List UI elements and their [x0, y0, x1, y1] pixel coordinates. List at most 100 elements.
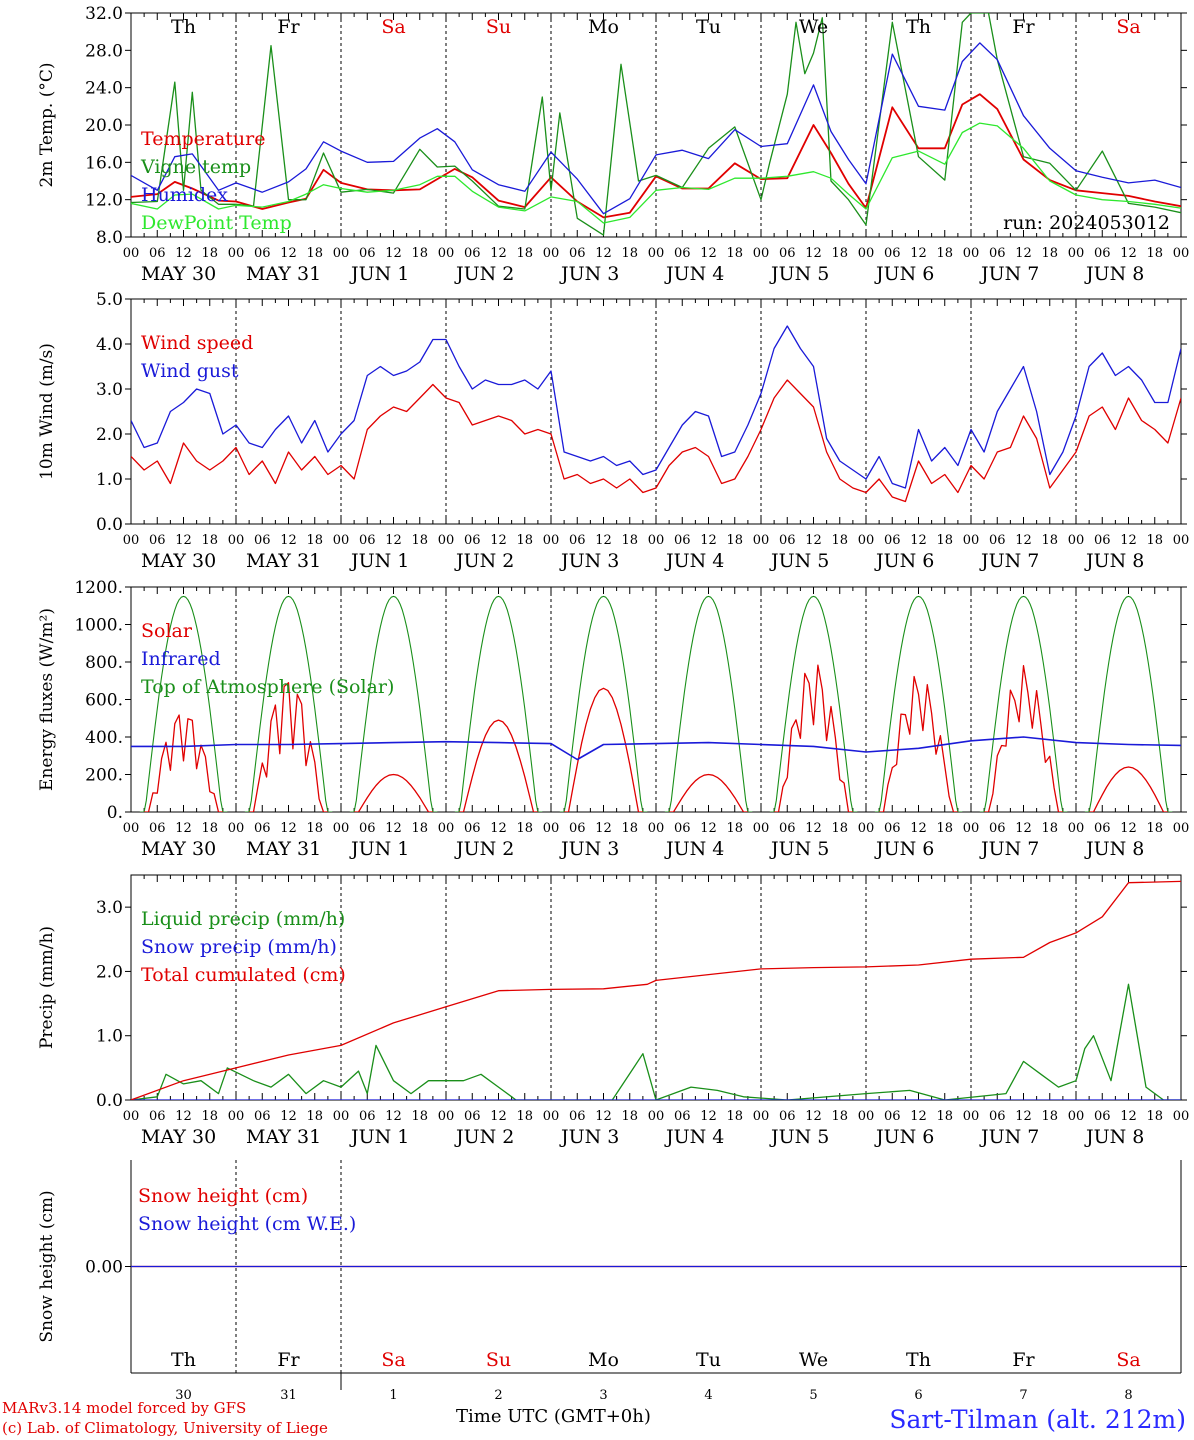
y-tick-label: 3.0: [96, 380, 123, 400]
hour-label: 00: [963, 533, 980, 548]
hour-label: 12: [280, 821, 297, 836]
legend-entry: Temperature: [141, 128, 265, 150]
y-tick-label: 8.0: [96, 228, 123, 248]
hour-label: 18: [201, 821, 218, 836]
day-number: 5: [809, 1388, 817, 1403]
weekday-label: Tu: [696, 16, 721, 38]
run-label: run: 2024053012: [1003, 212, 1170, 234]
hour-label: 06: [464, 821, 481, 836]
hour-label: 12: [1015, 533, 1032, 548]
weekday-label: Fr: [1012, 16, 1035, 38]
hour-label: 00: [753, 246, 770, 261]
date-label: JUN 7: [979, 263, 1039, 285]
hour-label: 18: [1041, 533, 1058, 548]
weekday-label: We: [799, 16, 828, 38]
hour-label: 00: [333, 246, 350, 261]
legend-entry: DewPoint Temp: [141, 212, 292, 234]
hour-label: 06: [884, 246, 901, 261]
hour-label: 12: [280, 533, 297, 548]
hour-label: 00: [858, 1109, 875, 1124]
hour-label: 00: [228, 1109, 245, 1124]
date-label: JUN 6: [874, 1126, 934, 1148]
hour-label: 12: [175, 533, 192, 548]
hour-label: 18: [516, 821, 533, 836]
hour-label: 06: [254, 533, 271, 548]
y-tick-label: 1.0: [96, 1027, 123, 1047]
hour-label: 00: [123, 821, 140, 836]
y-tick-label: 24.0: [85, 79, 123, 99]
hour-label: 06: [884, 533, 901, 548]
series-layer: [131, 595, 1181, 812]
date-label: JUN 4: [664, 550, 724, 572]
hour-label: 12: [385, 1109, 402, 1124]
y-tick-label: 400.: [85, 728, 123, 748]
hour-label: 06: [254, 1109, 271, 1124]
hour-label: 00: [858, 533, 875, 548]
hour-label: 18: [831, 1109, 848, 1124]
hour-label: 00: [543, 1109, 560, 1124]
hour-label: 00: [333, 821, 350, 836]
series-toa-solar: [559, 595, 648, 812]
series-layer: [131, 13, 1181, 236]
weekday-label: Sa: [381, 16, 405, 38]
date-label: JUN 6: [874, 550, 934, 572]
hour-label: 12: [490, 533, 507, 548]
hour-label: 12: [385, 821, 402, 836]
hour-label: 12: [595, 821, 612, 836]
hour-label: 12: [490, 246, 507, 261]
hour-label: 12: [175, 1109, 192, 1124]
hour-label: 06: [1094, 1109, 1111, 1124]
series-toa-solar: [454, 595, 543, 812]
legend-entry: Liquid precip (mm/h): [141, 908, 345, 930]
hour-label: 06: [989, 246, 1006, 261]
hour-label: 12: [1120, 821, 1137, 836]
series-toa-solar: [139, 595, 228, 812]
y-tick-label: 0.: [107, 803, 123, 823]
y-tick-label: 0.00: [85, 1258, 123, 1278]
hour-label: 12: [805, 246, 822, 261]
y-tick-label: 20.0: [85, 116, 123, 136]
series-solar: [459, 719, 538, 812]
y-tick-label: 2.0: [96, 425, 123, 445]
date-label: JUN 3: [559, 1126, 619, 1148]
hour-label: 00: [753, 821, 770, 836]
series-solar: [564, 687, 643, 812]
hour-label: 00: [648, 1109, 665, 1124]
hour-label: 12: [175, 821, 192, 836]
date-label: JUN 5: [769, 263, 829, 285]
hour-label: 06: [989, 1109, 1006, 1124]
date-label: MAY 31: [246, 550, 321, 572]
day-number: 31: [280, 1388, 297, 1403]
series-layer: [131, 325, 1181, 503]
weekday-label: Th: [171, 16, 196, 38]
legend-entry: Snow height (cm): [138, 1185, 308, 1207]
date-label: MAY 31: [246, 1126, 321, 1148]
day-number: 3: [599, 1388, 607, 1403]
series-solar: [354, 773, 433, 812]
hour-label: 00: [963, 1109, 980, 1124]
hour-label: 06: [359, 1109, 376, 1124]
hour-label: 18: [621, 1109, 638, 1124]
hour-label: 06: [1094, 533, 1111, 548]
series-solar: [249, 682, 328, 812]
hour-label: 12: [910, 246, 927, 261]
legend-entry: Wind speed: [141, 332, 253, 354]
date-label: JUN 8: [1084, 838, 1144, 860]
day-number: 7: [1019, 1388, 1027, 1403]
y-tick-label: 32.0: [85, 4, 123, 24]
weekday-label: Su: [486, 1349, 511, 1371]
hour-label: 12: [910, 1109, 927, 1124]
date-label: MAY 30: [141, 550, 216, 572]
hour-label: 12: [595, 1109, 612, 1124]
hour-label: 18: [1041, 821, 1058, 836]
y-axis-title: Energy fluxes (W/m²): [37, 608, 57, 791]
panel-snow: 0.00 Snow height (cm) Snow height (cm) Snow…: [37, 1160, 1187, 1403]
y-axis-title: 10m Wind (m/s): [37, 343, 57, 480]
hour-label: 00: [963, 246, 980, 261]
hour-label: 18: [621, 533, 638, 548]
hour-label: 00: [753, 533, 770, 548]
series-dewpoint-temp: [131, 122, 1181, 224]
hour-label: 06: [1094, 821, 1111, 836]
hour-label: 06: [569, 1109, 586, 1124]
